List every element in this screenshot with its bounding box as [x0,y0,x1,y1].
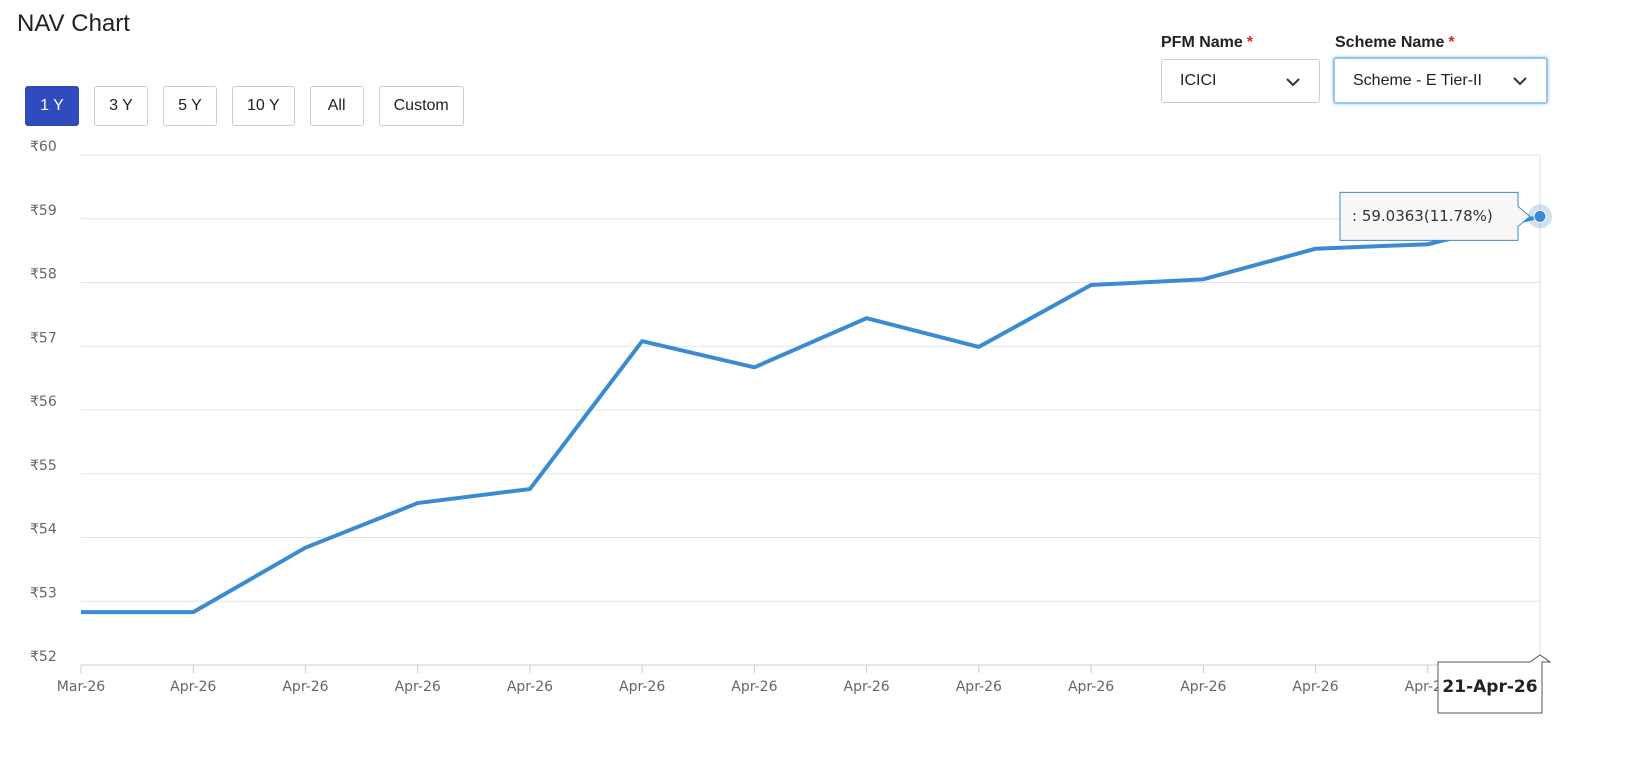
page-title: NAV Chart [17,10,130,37]
select-value: Scheme - E Tier-II [1353,71,1482,89]
range-button[interactable]: Custom [378,86,464,126]
y-tick-label: ₹57 [30,330,57,346]
x-tick-label: Apr-26 [619,679,665,695]
select-value: ICICI [1180,72,1217,89]
y-tick-label: ₹53 [30,585,57,601]
x-tick-label: Apr-26 [395,679,441,695]
x-tick-label: Apr-26 [282,679,328,695]
required-mark: * [1246,34,1254,51]
x-tick-label: Apr-26 [170,679,216,695]
range-button[interactable]: 5 Y [163,86,217,126]
y-tick-label: ₹58 [30,267,57,283]
range-button[interactable]: 1 Y [25,86,79,126]
pfm-select[interactable]: ICICI [1161,59,1320,103]
x-tick-label: Apr-26 [1180,679,1226,695]
required-mark: * [1448,34,1455,51]
crosshair-text: 21-Apr-26 [1442,677,1537,697]
x-tick-label: Mar-26 [57,679,105,695]
label-text: PFM Name [1161,34,1243,51]
y-tick-label: ₹54 [30,522,57,538]
tooltip-text: : 59.0363(11.78%) [1352,207,1493,225]
filter-label: PFM Name * [1161,34,1253,52]
label-text: Scheme Name [1335,34,1445,51]
tooltip-box [1339,191,1531,241]
crosshair-box [1437,654,1552,714]
x-tick-label: Apr-26 [1292,679,1338,695]
filter-label: Scheme Name * [1335,34,1455,52]
x-tick-label: Apr-26 [731,679,777,695]
range-button[interactable]: 3 Y [94,86,148,126]
range-button[interactable]: 10 Y [232,86,295,126]
range-buttons: 1 Y 3 Y 5 Y 10 Y All Custom [25,86,464,126]
tooltip: : 59.0363(11.78%) [1339,191,1531,241]
y-tick-label: ₹52 [30,649,57,665]
chevron [1286,78,1300,87]
y-tick-label: ₹56 [30,394,57,410]
crosshair-label: 21-Apr-26 [1437,654,1552,714]
point [1533,209,1547,223]
line [81,214,1541,615]
y-tick-label: ₹59 [30,203,57,219]
x-tick-label: Apr-26 [1068,679,1114,695]
chevron [1513,77,1527,86]
x-tick-label: Apr-26 [507,679,553,695]
x-tick-label: Apr-26 [956,679,1002,695]
range-button[interactable]: All [309,86,364,126]
scheme-select[interactable]: Scheme - E Tier-II [1333,57,1548,104]
y-tick-label: ₹60 [30,139,57,155]
y-tick-label: ₹55 [30,458,57,474]
x-tick-label: Apr-26 [844,679,890,695]
